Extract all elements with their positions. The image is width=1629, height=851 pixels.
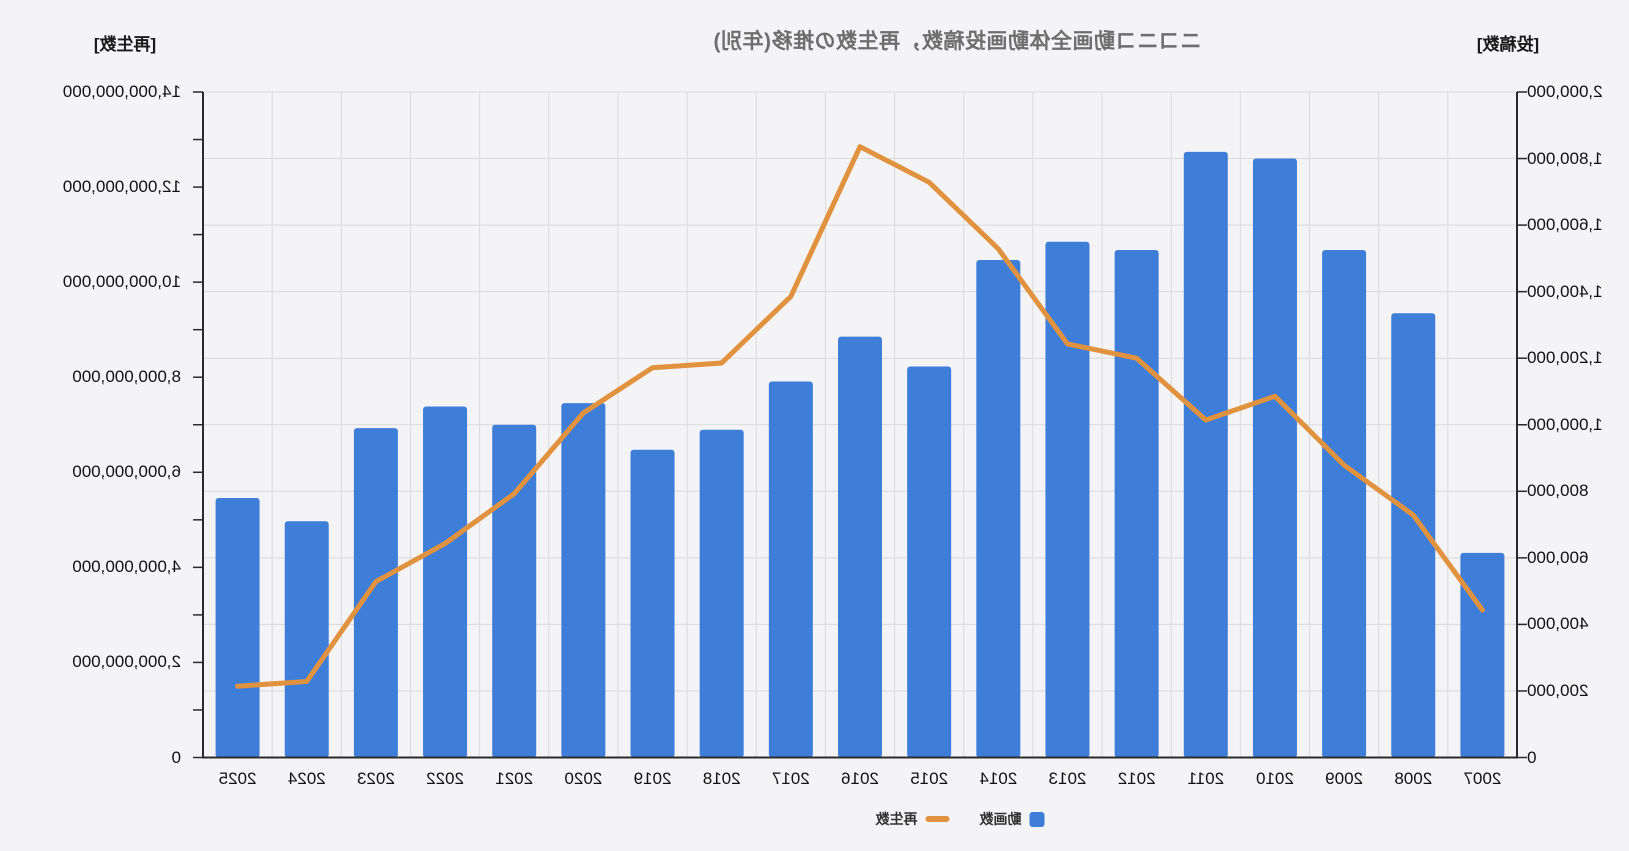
posts-axis-tick-label: 2,000,000 [1527,82,1603,101]
x-axis-label-2007: 2007 [1463,769,1502,788]
views-axis-tick-label: 4,000,000,000 [72,557,181,577]
bar-2012 [1114,250,1159,758]
bar-2014 [976,260,1021,758]
views-axis-tick-label: 2,000,000,000 [72,652,181,672]
posts-axis-tick-label: 1,000,000 [1527,414,1603,434]
bar-2021 [492,424,537,758]
x-axis-label-2012: 2012 [1117,769,1156,788]
bar-2013 [1045,241,1090,758]
x-axis-label-2009: 2009 [1325,769,1364,788]
views-axis-tick-label: 14,000,000,000 [62,82,181,101]
bar-2008 [1391,313,1436,758]
legend-label-views: 再生数 [875,811,918,827]
x-axis-label-2021: 2021 [495,769,534,788]
x-axis-label-2010: 2010 [1256,769,1294,788]
views-axis-tick-label: 8,000,000,000 [72,367,181,387]
posts-axis-tick-label: 1,200,000 [1527,348,1603,368]
x-axis-label-2016: 2016 [841,769,879,788]
bar-series-swatch-icon [1029,811,1045,827]
bar-2010 [1252,158,1297,758]
x-axis-label-2011: 2011 [1187,769,1225,788]
posts-axis-tick-label: 1,400,000 [1527,281,1603,301]
line-series-swatch-icon [925,816,950,822]
x-axis-label-2025: 2025 [218,769,257,788]
x-axis-label-2008: 2008 [1394,769,1433,788]
bar-2011 [1183,151,1228,758]
bar-2020 [561,403,606,758]
bar-2023 [353,428,398,758]
x-axis-label-2013: 2013 [1048,769,1087,788]
x-axis-label-2022: 2022 [426,769,464,788]
bar-2022 [423,406,468,758]
x-axis-label-2024: 2024 [287,769,326,788]
bar-2015 [907,366,952,758]
x-axis-label-2017: 2017 [771,769,810,788]
posts-axis-tick-label: 600,000 [1527,547,1589,567]
legend-label-videos: 動画数 [979,811,1022,827]
posts-axis-tick-label: 0 [1527,747,1537,767]
chart-legend: 動画数 再生数 [876,809,1045,829]
x-axis-label-2019: 2019 [633,769,672,788]
views-axis-tick-label: 6,000,000,000 [72,462,181,482]
views-axis-tick-label: 12,000,000,000 [62,177,181,197]
posts-axis-tick-label: 1,600,000 [1527,215,1603,235]
bar-2025 [215,497,260,758]
views-axis-tick-label: 0 [171,747,181,767]
posts-axis-tick-label: 800,000 [1527,481,1589,501]
x-axis-label-2015: 2015 [910,769,949,788]
views-line-series [235,144,1485,689]
bar-2019 [630,449,675,758]
views-axis-tick-label: 10,000,000,000 [62,272,181,292]
posts-axis-tick-label: 1,800,000 [1527,148,1603,168]
legend-item-videos: 動画数 [980,809,1045,829]
x-axis-label-2018: 2018 [702,769,741,788]
posts-axis-tick-label: 400,000 [1527,614,1589,634]
x-axis-label-2014: 2014 [979,769,1018,788]
bar-2016 [838,336,882,758]
legend-item-views: 再生数 [876,809,950,829]
x-axis-label-2020: 2020 [564,769,603,788]
bar-2007 [1460,552,1505,758]
bar-2009 [1322,250,1367,758]
x-axis-label-2023: 2023 [357,769,395,788]
posts-axis-tick-label: 200,000 [1527,680,1589,700]
bar-2024 [284,521,329,758]
bar-2017 [768,381,813,758]
bar-2018 [699,429,744,758]
